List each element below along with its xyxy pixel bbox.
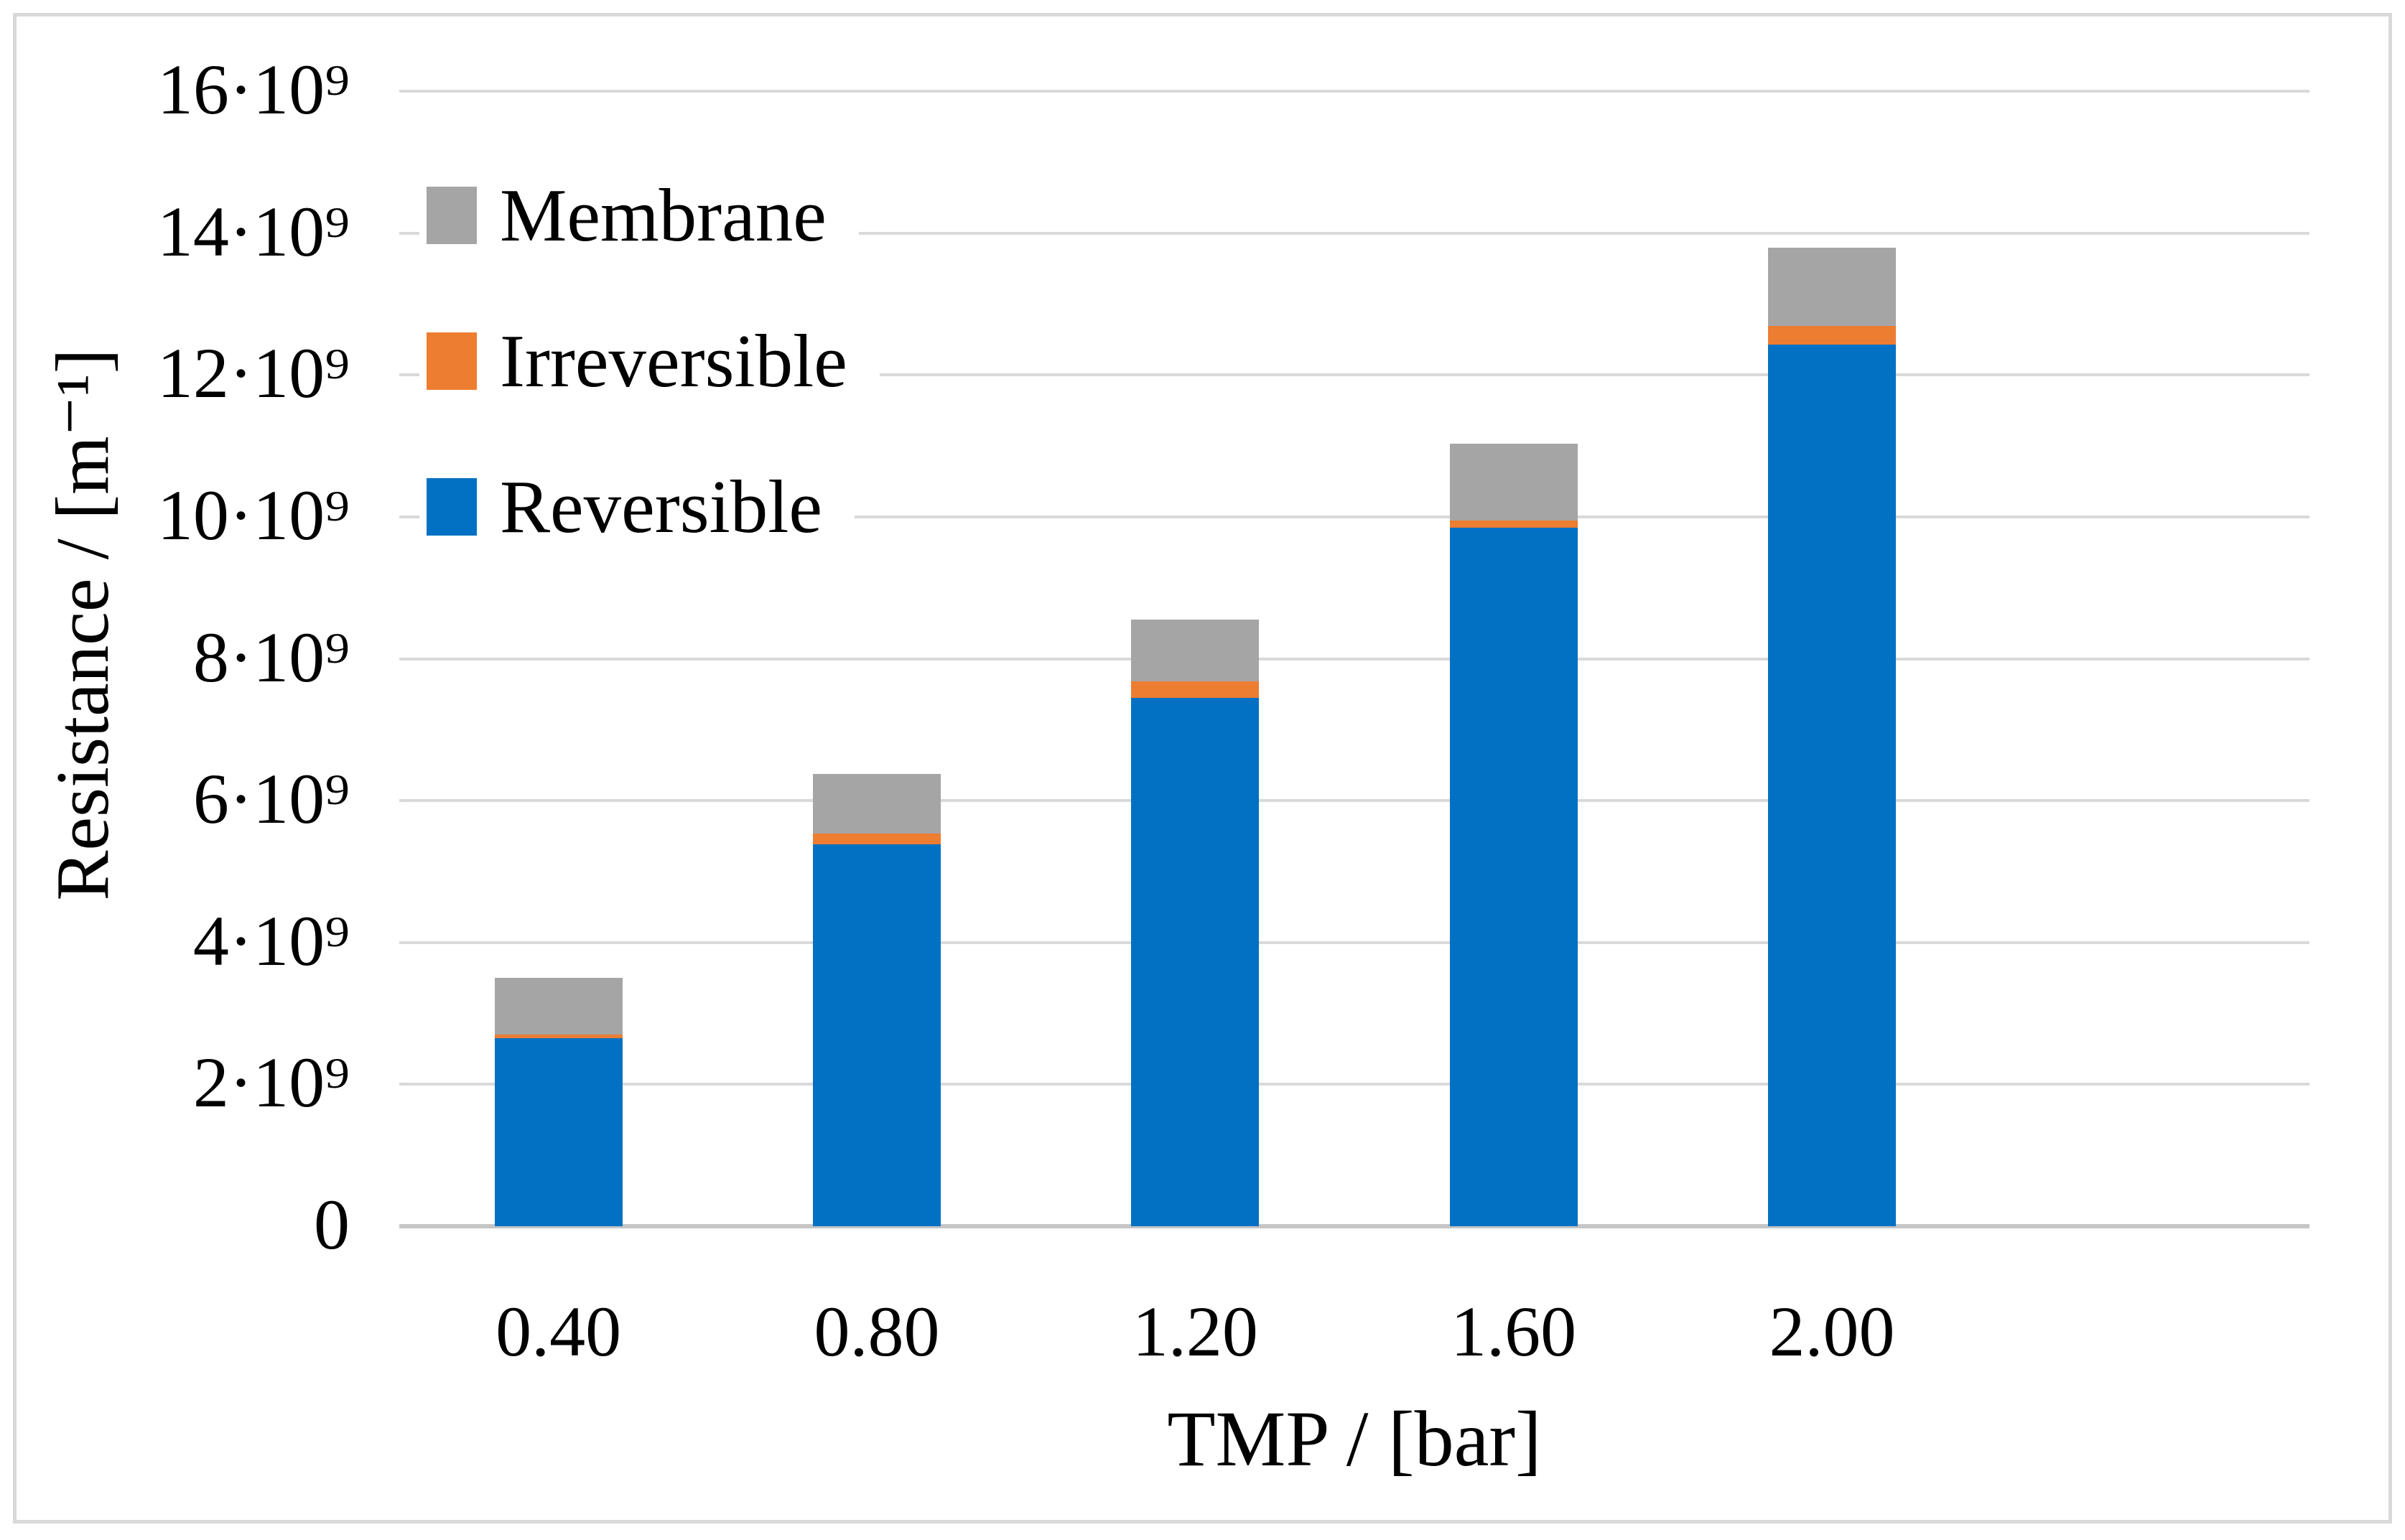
y-axis-title: Resistance / [m⁻¹] (40, 348, 124, 901)
x-tick-label: 2.00 (1769, 1292, 1895, 1371)
gridline (399, 657, 2309, 661)
x-tick-label: 0.80 (814, 1292, 940, 1371)
gridline (399, 515, 2309, 518)
x-axis-title: TMP / [bar] (1167, 1395, 1542, 1483)
bar-segment-reversible (1131, 697, 1260, 1226)
bar-segment-membrane (1768, 248, 1896, 327)
legend-swatch-reversible (427, 478, 477, 536)
y-tick-label: 14·10⁹ (157, 191, 350, 271)
bar-segment-membrane (494, 978, 623, 1035)
y-tick-label: 10·10⁹ (157, 475, 350, 555)
bar-segment-reversible (1449, 527, 1578, 1226)
legend-swatch-irreversible (427, 332, 477, 390)
gridline (399, 1083, 2309, 1086)
gridline (399, 799, 2309, 803)
x-tick-label: 0.40 (496, 1292, 622, 1371)
gridline (399, 231, 2309, 235)
legend-item-membrane: Membrane (419, 167, 859, 264)
x-tick-label: 1.20 (1132, 1292, 1258, 1371)
bar-segment-reversible (1768, 344, 1896, 1226)
bar-segment-reversible (813, 844, 941, 1226)
y-tick-label: 4·10⁹ (192, 900, 350, 981)
legend-label: Irreversible (500, 319, 847, 403)
legend-swatch-membrane (427, 187, 477, 244)
bar-segment-irreversible (813, 833, 941, 845)
y-tick-label: 0 (314, 1185, 350, 1264)
x-tick-label: 1.60 (1451, 1292, 1577, 1371)
x-axis-line (399, 1224, 2309, 1228)
bar-segment-membrane (813, 773, 941, 834)
legend-item-reversible: Reversible (419, 458, 855, 556)
legend-label: Membrane (500, 173, 827, 257)
bar-segment-membrane (1131, 620, 1260, 682)
legend-label: Reversible (500, 465, 823, 549)
gridline (399, 90, 2309, 93)
y-tick-label: 16·10⁹ (157, 50, 350, 129)
bar-segment-irreversible (1131, 681, 1260, 698)
gridline (399, 941, 2309, 944)
y-tick-label: 2·10⁹ (192, 1042, 350, 1123)
legend-item-irreversible: Irreversible (419, 312, 880, 410)
bar-segment-irreversible (494, 1035, 623, 1039)
bar-segment-irreversible (1768, 326, 1896, 345)
gridline (399, 373, 2309, 377)
y-tick-label: 12·10⁹ (157, 333, 350, 414)
bar-segment-irreversible (1449, 520, 1578, 528)
y-tick-label: 8·10⁹ (192, 617, 350, 697)
chart-border-frame (13, 13, 2392, 1523)
y-tick-label: 6·10⁹ (192, 759, 350, 839)
bar-segment-reversible (494, 1038, 623, 1226)
bar-segment-membrane (1449, 444, 1578, 521)
